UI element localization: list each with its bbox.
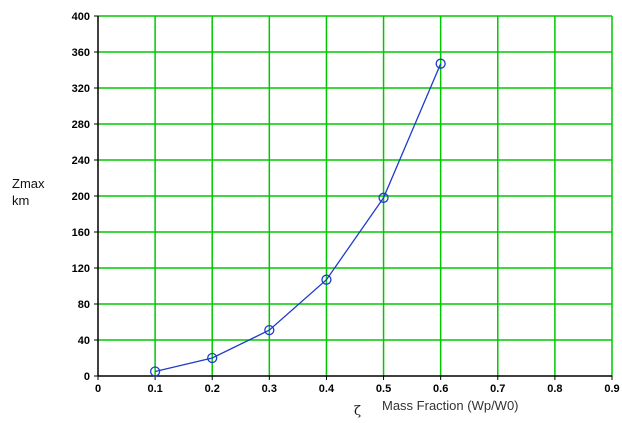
x-tick-label: 0.7 bbox=[490, 383, 505, 395]
y-tick-label: 80 bbox=[78, 299, 90, 311]
series-group bbox=[149, 58, 446, 377]
y-tick-label: 200 bbox=[72, 191, 90, 203]
x-tick-label: 0.8 bbox=[547, 383, 562, 395]
y-tick-label: 280 bbox=[72, 119, 90, 131]
x-tick-label: 0.6 bbox=[433, 383, 448, 395]
x-tick-label: 0.9 bbox=[604, 383, 619, 395]
y-tick-label: 320 bbox=[72, 83, 90, 95]
y-tick-label: 360 bbox=[72, 47, 90, 59]
data-point bbox=[207, 352, 218, 364]
x-tick-label: 0.1 bbox=[147, 383, 162, 395]
x-axis-symbol: ζ bbox=[354, 404, 362, 419]
x-axis-ticks: 0 0.1 0.2 0.3 0.4 0.5 0.6 0.7 0.8 0.9 bbox=[95, 376, 620, 395]
y-tick-label: 120 bbox=[72, 263, 90, 275]
data-point bbox=[378, 192, 389, 203]
y-tick-label: 0 bbox=[84, 371, 90, 383]
x-axis-label: Mass Fraction (Wp/W0) bbox=[382, 398, 519, 413]
y-axis-label-line1: Zmax bbox=[12, 176, 45, 191]
data-point bbox=[264, 324, 275, 336]
series-line bbox=[154, 63, 442, 373]
x-tick-label: 0.5 bbox=[376, 383, 391, 395]
y-tick-label: 160 bbox=[72, 227, 90, 239]
y-tick-label: 400 bbox=[72, 11, 90, 23]
data-point bbox=[435, 58, 446, 69]
y-axis-ticks: 0 40 80 120 160 200 240 280 320 360 400 bbox=[72, 11, 98, 383]
data-point bbox=[149, 366, 161, 377]
y-tick-label: 40 bbox=[78, 335, 90, 347]
y-tick-label: 240 bbox=[72, 155, 90, 167]
x-tick-label: 0.2 bbox=[205, 383, 220, 395]
x-tick-label: 0.4 bbox=[319, 383, 335, 395]
data-point bbox=[321, 274, 332, 285]
y-axis-label-line2: km bbox=[12, 193, 30, 208]
grid-lines bbox=[98, 15, 613, 376]
x-tick-label: 0.3 bbox=[262, 383, 277, 395]
x-tick-label: 0 bbox=[95, 383, 101, 395]
